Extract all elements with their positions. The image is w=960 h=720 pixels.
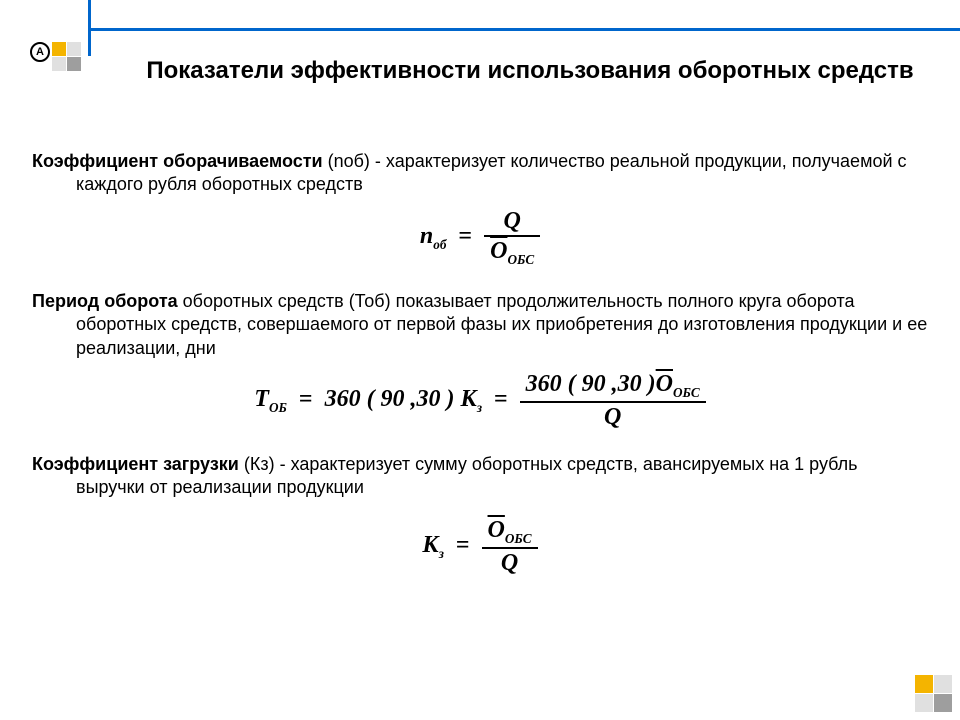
formula-tob: ТОБ = 360 ( 90 ,30 ) Кз = 360 ( 90 ,30 )… — [32, 372, 928, 429]
header-rule-h — [88, 28, 960, 31]
formula-kz: Кз = ООБС Q — [32, 518, 928, 575]
rest-2: оборотных средств (Тоб) показывает продо… — [76, 291, 927, 358]
header-rule-v — [88, 0, 91, 56]
formula-nob: nоб = Q ООБС — [32, 209, 928, 266]
logo-circle-icon: А — [30, 42, 50, 62]
page-title: Показатели эффективности использования о… — [140, 56, 920, 86]
lead-2: Период оборота — [32, 291, 178, 311]
lead-1: Коэффициент оборачиваемости — [32, 151, 323, 171]
logo-squares-icon — [52, 42, 81, 71]
para-period: Период оборота оборотных средств (Тоб) п… — [32, 290, 928, 360]
logo-top: А — [30, 42, 81, 71]
para-load-coef: Коэффициент загрузки (Кз) - характеризуе… — [32, 453, 928, 500]
para-turnover-coef: Коэффициент оборачиваемости (nоб) - хара… — [32, 150, 928, 197]
content-area: Коэффициент оборачиваемости (nоб) - хара… — [32, 150, 928, 599]
lead-3: Коэффициент загрузки — [32, 454, 239, 474]
logo-bottom-icon — [915, 675, 952, 712]
